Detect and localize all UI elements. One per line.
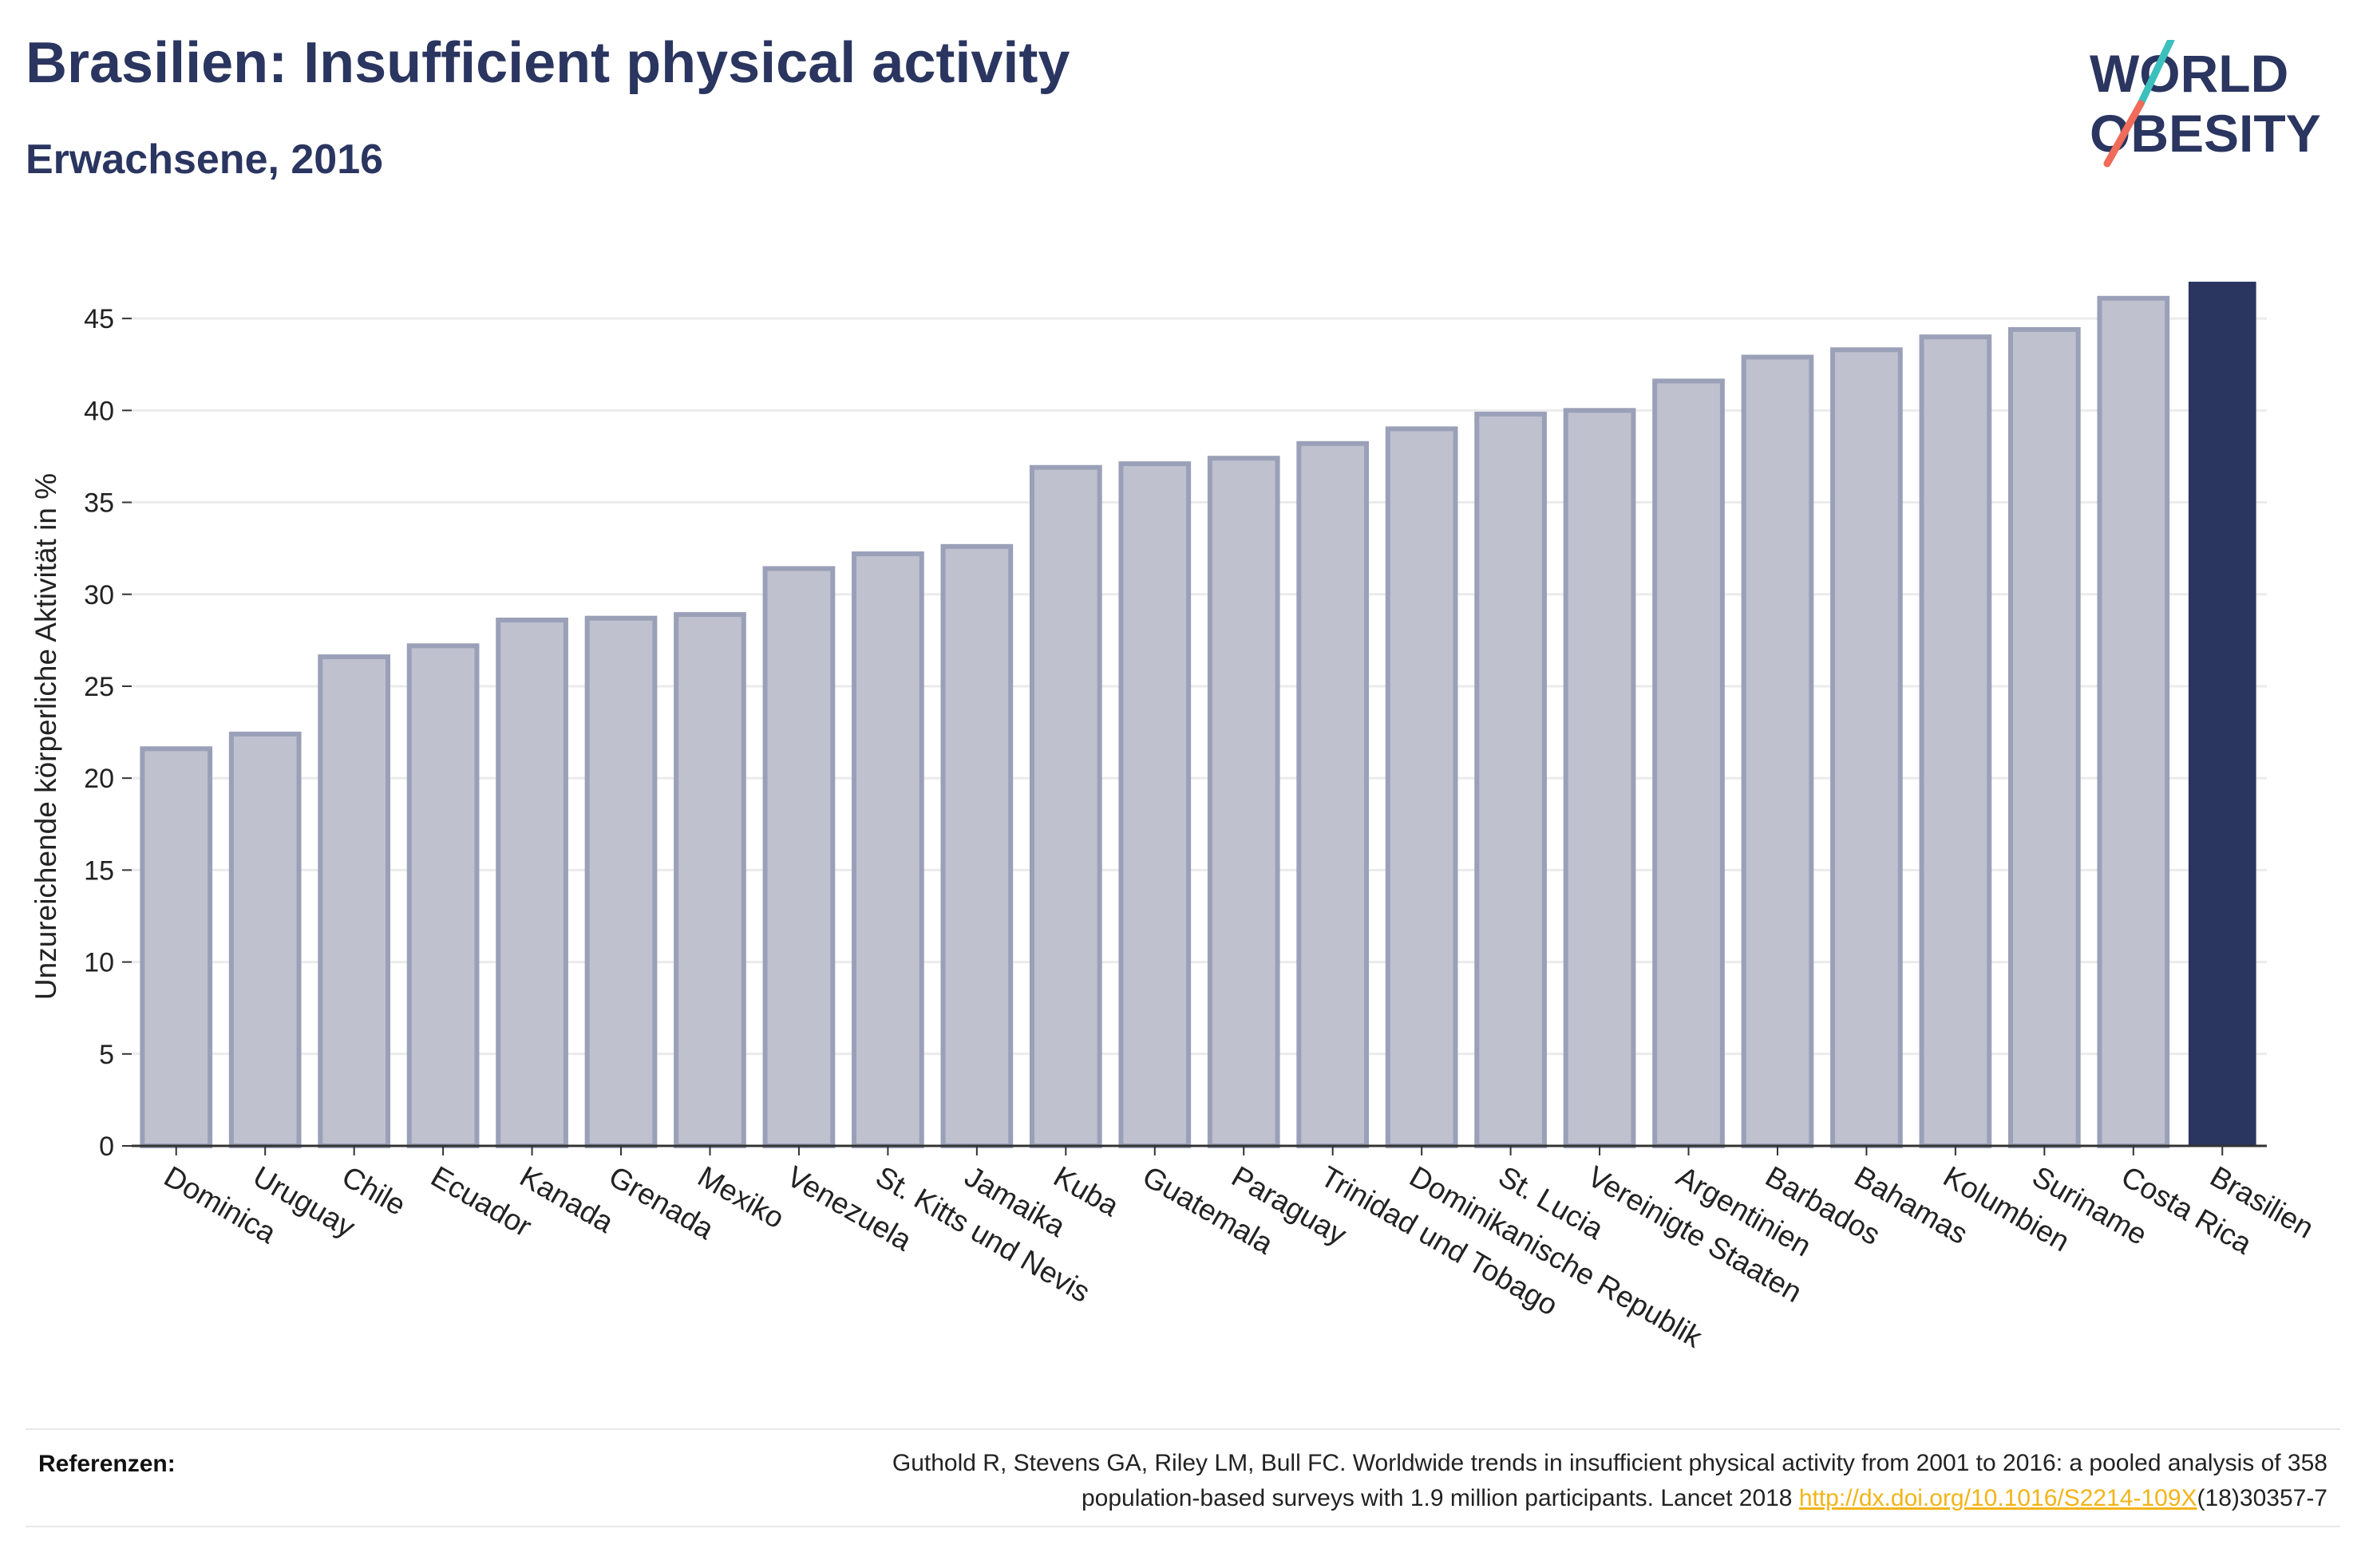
references-citation: Guthold R, Stevens GA, Riley LM, Bull FC… [492,1446,2327,1516]
footer-divider-bottom [26,1526,2340,1527]
citation-line1: Guthold R, Stevens GA, Riley LM, Bull FC… [892,1450,2327,1476]
logo-line1: WORLD [2090,44,2288,103]
y-tick-label: 45 [84,304,114,334]
chart-subtitle: Erwachsene, 2016 [26,136,384,183]
x-tick-label: Ecuador [425,1159,537,1242]
bar-venezuela[interactable] [762,566,836,1148]
bars [140,282,2256,1148]
x-tick-label: Kanada [515,1159,619,1239]
bar-grenada[interactable] [584,615,658,1148]
bar-trinidad-und-tobago[interactable] [1296,440,1370,1148]
bar-kanada[interactable] [496,618,568,1148]
chart-title: Brasilien: Insufficient physical activit… [26,31,1070,95]
logo-slash-bottom [2103,100,2145,168]
y-tick-label: 10 [84,948,114,978]
world-obesity-logo: WORLD OBESITY [2090,40,2321,168]
y-axis-ticks: 0 5 10 15 20 25 30 35 40 45 [84,304,132,1162]
grid-lines [132,317,2267,1056]
bar-argentinien[interactable] [1652,378,1725,1148]
y-tick-label: 0 [99,1132,114,1162]
y-tick-label: 40 [84,396,114,426]
bar-kolumbien[interactable] [1919,334,1992,1148]
y-tick-label: 25 [84,672,114,702]
bar-dominikanische-republik[interactable] [1385,426,1458,1148]
bar-costa-rica[interactable] [2097,295,2170,1148]
y-tick-label: 35 [84,488,114,519]
logo-slash-top [2137,40,2175,108]
bar-dominica[interactable] [140,746,213,1148]
bar-st-lucia[interactable] [1474,411,1547,1148]
bar-kuba[interactable] [1029,464,1102,1148]
bar-st-kitts-und-nevis[interactable] [852,551,924,1148]
citation-line2-end: (18)30357-7 [2197,1485,2327,1511]
bar-ecuador[interactable] [406,643,480,1148]
bar-chile[interactable] [318,654,390,1148]
y-tick-label: 15 [84,855,114,886]
bar-vereinigte-staaten[interactable] [1563,408,1636,1148]
footer-divider-top [26,1428,2340,1430]
bar-bahamas[interactable] [1830,347,1903,1148]
y-tick-label: 5 [99,1040,114,1070]
bar-suriname[interactable] [2008,326,2081,1148]
y-tick-label: 30 [84,580,114,610]
citation-line2: population-based surveys with 1.9 millio… [1081,1485,1799,1511]
bar-barbados[interactable] [1741,354,1814,1148]
bar-brasilien[interactable] [2188,282,2256,1147]
y-tick-label: 20 [84,764,114,794]
bar-uruguay[interactable] [228,731,302,1148]
y-axis-label: Unzureichende körperliche Aktivität in % [30,473,62,1000]
doi-link[interactable]: http://dx.doi.org/10.1016/S2214-109X [1798,1485,2197,1511]
bar-guatemala[interactable] [1118,461,1192,1148]
bar-paraguay[interactable] [1207,456,1280,1148]
bar-jamaika[interactable] [940,543,1014,1148]
references-label: Referenzen: [38,1451,176,1477]
bar-mexiko[interactable] [674,612,746,1148]
